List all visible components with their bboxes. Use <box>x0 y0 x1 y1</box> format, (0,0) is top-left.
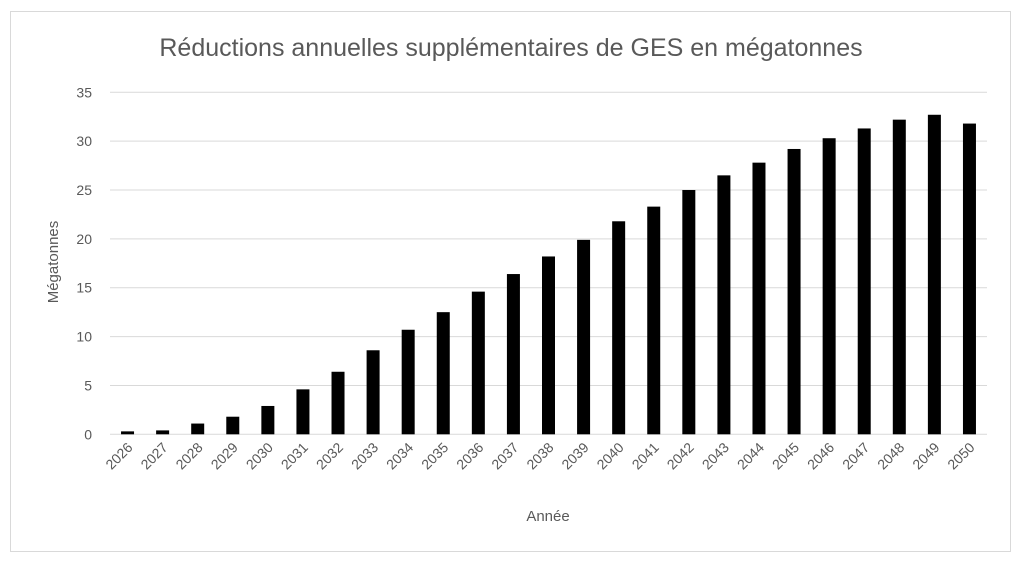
bar-2029 <box>226 416 240 435</box>
bar-2045 <box>787 148 801 435</box>
x-tick-label: 2031 <box>278 439 311 472</box>
bar-2040 <box>612 221 626 435</box>
bar-2042 <box>682 190 696 435</box>
x-tick-label: 2050 <box>944 439 977 472</box>
x-tick-label: 2034 <box>383 439 416 472</box>
x-tick-labels: 2026 2027 2028 2029 2030 2031 2032 2033 2034 2035… <box>102 439 977 472</box>
y-tick-label: 10 <box>76 329 92 345</box>
bar-2032 <box>331 371 345 435</box>
bar-2036 <box>471 291 485 435</box>
x-tick-label: 2037 <box>488 439 521 472</box>
bar-2047 <box>857 128 871 435</box>
bar-2030 <box>261 405 275 435</box>
x-tick-label: 2039 <box>558 439 591 472</box>
bar-2031 <box>296 389 310 435</box>
x-tick-label: 2046 <box>804 439 837 472</box>
bar-2035 <box>436 312 450 435</box>
y-tick-label: 20 <box>76 231 92 247</box>
bar-2026 <box>121 431 135 435</box>
bar-2027 <box>156 430 170 435</box>
y-tick-label: 0 <box>84 426 92 442</box>
y-tick-label: 25 <box>76 182 92 198</box>
chart-frame <box>10 11 1011 552</box>
x-tick-label: 2028 <box>172 439 205 472</box>
x-tick-label: 2044 <box>734 439 767 472</box>
x-axis-label: Année <box>526 508 569 525</box>
bar-2038 <box>542 256 555 435</box>
y-axis-label: Mégatonnes <box>45 221 62 304</box>
y-tick-label: 30 <box>76 133 92 149</box>
x-tick-label: 2040 <box>593 439 626 472</box>
x-tick-label: 2027 <box>137 439 170 472</box>
bar-2034 <box>401 329 415 435</box>
bar-2046 <box>822 138 836 435</box>
y-tick-labels: 0 5 10 15 20 25 30 35 <box>76 84 92 442</box>
x-tick-label: 2043 <box>699 439 732 472</box>
y-tick-label: 15 <box>76 280 92 296</box>
x-tick-label: 2041 <box>629 439 662 472</box>
x-tick-label: 2047 <box>839 439 872 472</box>
bars <box>121 114 976 435</box>
bar-2043 <box>717 175 731 435</box>
bar-2041 <box>647 206 661 435</box>
bar-2048 <box>892 119 906 435</box>
x-tick-label: 2042 <box>664 439 697 472</box>
gridlines <box>110 91 987 435</box>
x-tick-label: 2026 <box>102 439 135 472</box>
x-tick-label: 2029 <box>208 439 241 472</box>
bar-2037 <box>506 274 520 435</box>
bar-2044 <box>752 162 766 435</box>
bar-2039 <box>577 239 591 435</box>
x-tick-label: 2038 <box>523 439 556 472</box>
bar-2033 <box>366 350 380 435</box>
x-tick-label: 2045 <box>769 439 802 472</box>
bar-2049 <box>927 114 941 435</box>
bar-2028 <box>191 423 205 435</box>
x-tick-label: 2032 <box>313 439 346 472</box>
y-tick-label: 5 <box>84 377 92 393</box>
x-tick-label: 2035 <box>418 439 451 472</box>
x-tick-label: 2049 <box>909 439 942 472</box>
x-tick-label: 2036 <box>453 439 486 472</box>
x-tick-label: 2030 <box>243 439 276 472</box>
y-tick-label: 35 <box>76 84 92 100</box>
bar-2050 <box>962 123 976 435</box>
chart-title: Réductions annuelles supplémentaires de … <box>159 34 862 62</box>
x-tick-label: 2033 <box>348 439 381 472</box>
x-tick-label: 2048 <box>874 439 907 472</box>
